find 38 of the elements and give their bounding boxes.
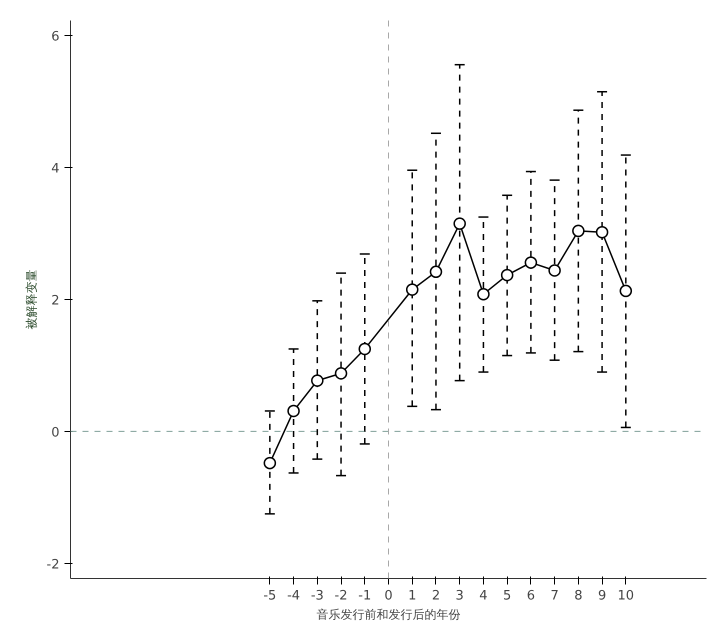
x-tick-label: 9 <box>598 588 606 604</box>
point <box>453 217 466 230</box>
x-tick-label: -3 <box>310 588 324 604</box>
x-tick-label: 1 <box>408 588 416 604</box>
x-tick-label: 4 <box>479 588 488 604</box>
point <box>477 288 490 300</box>
y-tick-label: 4 <box>51 162 60 177</box>
point <box>311 374 324 387</box>
y-tick-label: 2 <box>51 294 60 308</box>
point <box>430 266 442 278</box>
x-tick-label: 5 <box>503 588 512 604</box>
y-tick-label: 6 <box>51 30 60 45</box>
x-tick-label: 8 <box>574 588 582 604</box>
point <box>620 284 632 298</box>
x-tick-label: -5 <box>263 588 276 604</box>
x-tick-label: -1 <box>358 588 372 604</box>
point <box>548 264 561 277</box>
point <box>287 404 300 418</box>
x-tick-label: 0 <box>384 588 393 604</box>
x-tick-label: -4 <box>287 588 300 604</box>
y-tick-label: -2 <box>46 557 60 572</box>
x-tick-label: 7 <box>550 588 559 604</box>
x-tick-label: 2 <box>432 588 440 604</box>
point <box>264 456 276 470</box>
x-axis-title: 音乐发行前和发行后的年份 <box>316 608 460 622</box>
point <box>524 256 538 269</box>
point <box>334 367 348 380</box>
point <box>572 224 585 238</box>
x-tick-label: 3 <box>456 588 464 604</box>
point <box>406 283 418 296</box>
point <box>596 226 608 238</box>
x-tick-label: 6 <box>526 588 536 604</box>
y-tick-label: 0 <box>51 425 60 440</box>
y-axis-title: 被解释变量 <box>24 270 39 330</box>
point <box>500 268 514 282</box>
x-tick-label: 10 <box>618 588 634 604</box>
point <box>358 342 372 356</box>
x-tick-label: -2 <box>334 588 348 604</box>
